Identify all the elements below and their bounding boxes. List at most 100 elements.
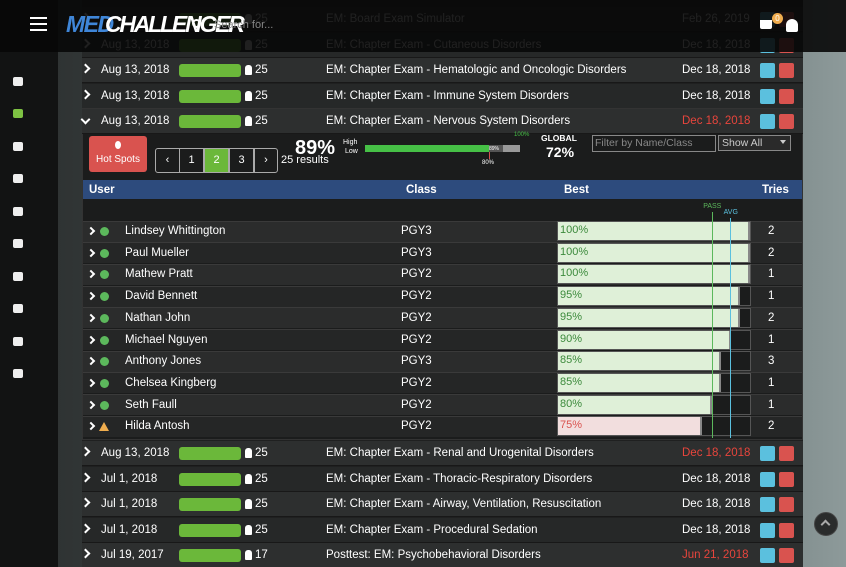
exam-title: EM: Chapter Exam - Hematologic and Oncol… <box>326 64 627 76</box>
person-icon <box>245 474 252 484</box>
best-bar <box>558 308 741 327</box>
status-icon <box>100 227 109 236</box>
exam-title: EM: Chapter Exam - Renal and Urogenital … <box>326 447 594 459</box>
exam-row <box>82 440 803 466</box>
menu-line[interactable] <box>30 23 47 25</box>
student-tries: 2 <box>768 225 775 237</box>
best-value: 100% <box>560 245 589 258</box>
select-arrow <box>780 140 786 144</box>
page-button[interactable]: 2 <box>204 148 229 173</box>
best-value: 80% <box>560 397 583 410</box>
nav-icon[interactable] <box>13 77 23 86</box>
page-button[interactable]: ‹ <box>155 148 180 173</box>
student-tries: 2 <box>768 420 775 433</box>
show-select[interactable]: Show All <box>718 135 791 151</box>
student-class: PGY2 <box>401 398 432 411</box>
person-icon <box>245 525 252 535</box>
search-input[interactable]: Search for... <box>214 19 274 31</box>
settings-button[interactable] <box>760 472 775 487</box>
cart-icon[interactable] <box>760 20 772 29</box>
progress-bar <box>179 447 241 460</box>
nav-icon[interactable] <box>13 109 23 118</box>
person-icon <box>245 91 252 101</box>
best-bar <box>558 352 722 371</box>
settings-button[interactable] <box>760 548 775 563</box>
nav-icon[interactable] <box>13 337 23 346</box>
exam-date: Jul 1, 2018 <box>101 524 158 536</box>
filter-input[interactable]: Filter by Name/Class <box>592 135 716 152</box>
best-bar <box>558 417 702 436</box>
global-value: 72% <box>546 144 575 160</box>
student-name: Paul Mueller <box>125 246 189 259</box>
status-icon <box>100 292 109 302</box>
settings-button[interactable] <box>760 114 775 129</box>
avg-line <box>729 218 731 438</box>
delete-button[interactable] <box>779 472 794 487</box>
nav-icon[interactable] <box>13 272 23 281</box>
exam-title: EM: Chapter Exam - Nervous System Disord… <box>326 115 571 127</box>
best-bar <box>558 222 750 240</box>
best-bar <box>558 265 750 284</box>
col-user: User <box>89 184 115 196</box>
student-class: PGY3 <box>401 225 432 237</box>
menu-line[interactable] <box>30 17 47 19</box>
page-button[interactable]: 1 <box>179 148 204 173</box>
nav-icon[interactable] <box>13 142 23 151</box>
exam-count: 25 <box>255 447 268 459</box>
nav-icon[interactable] <box>13 304 23 313</box>
exam-count: 25 <box>255 115 268 127</box>
exam-title: EM: Chapter Exam - Procedural Sedation <box>326 524 538 536</box>
delete-button[interactable] <box>779 63 794 78</box>
best-bar <box>558 373 722 392</box>
exam-count: 25 <box>255 473 268 485</box>
delete-button[interactable] <box>779 548 794 563</box>
best-value: 85% <box>560 354 583 367</box>
score: 89% <box>295 137 336 159</box>
status-icon <box>100 248 109 258</box>
exam-date: Jul 1, 2018 <box>101 498 158 510</box>
best-value: 100% <box>560 224 589 236</box>
exam-date: Aug 13, 2018 <box>101 447 170 459</box>
exam-due: Dec 18, 2018 <box>682 447 751 459</box>
menu-line[interactable] <box>30 29 47 31</box>
exam-due: Jun 21, 2018 <box>682 549 749 561</box>
user-icon[interactable] <box>786 19 798 32</box>
exam-due: Dec 18, 2018 <box>682 498 751 510</box>
exam-date: Aug 13, 2018 <box>101 64 170 76</box>
student-tries: 1 <box>768 398 775 411</box>
scroll-top-button[interactable] <box>814 512 838 536</box>
avg-marker-label: AVG <box>723 209 738 216</box>
page-button[interactable]: 3 <box>229 148 254 173</box>
best-bar <box>558 243 750 262</box>
person-icon <box>245 116 252 126</box>
student-tries: 2 <box>768 246 775 259</box>
nav-icon[interactable] <box>13 174 23 183</box>
avg-label: 89% <box>488 146 499 152</box>
col-tries: Tries <box>762 184 789 196</box>
best-value: 75% <box>560 419 583 432</box>
student-tries: 1 <box>768 268 775 281</box>
student-name: Anthony Jones <box>125 355 202 368</box>
nav-icon[interactable] <box>13 207 23 216</box>
settings-button[interactable] <box>760 523 775 538</box>
pass-line <box>712 212 714 438</box>
delete-button[interactable] <box>779 114 794 129</box>
page-button[interactable]: › <box>254 148 278 173</box>
delete-button[interactable] <box>779 523 794 538</box>
nav-icon[interactable] <box>13 239 23 248</box>
settings-button[interactable] <box>760 497 775 512</box>
status-icon <box>100 378 109 388</box>
logo-rest: CHALLENGER <box>105 11 245 37</box>
delete-button[interactable] <box>779 497 794 512</box>
nav-icon[interactable] <box>13 369 23 378</box>
delete-button[interactable] <box>779 446 794 461</box>
progress-bar <box>179 524 241 537</box>
settings-button[interactable] <box>760 63 775 78</box>
delete-button[interactable] <box>779 89 794 104</box>
pass-pct-label: 80% <box>482 160 495 166</box>
settings-button[interactable] <box>760 89 775 104</box>
settings-button[interactable] <box>760 446 775 461</box>
student-class: PGY3 <box>401 246 432 259</box>
max-label: 100% <box>514 132 530 138</box>
